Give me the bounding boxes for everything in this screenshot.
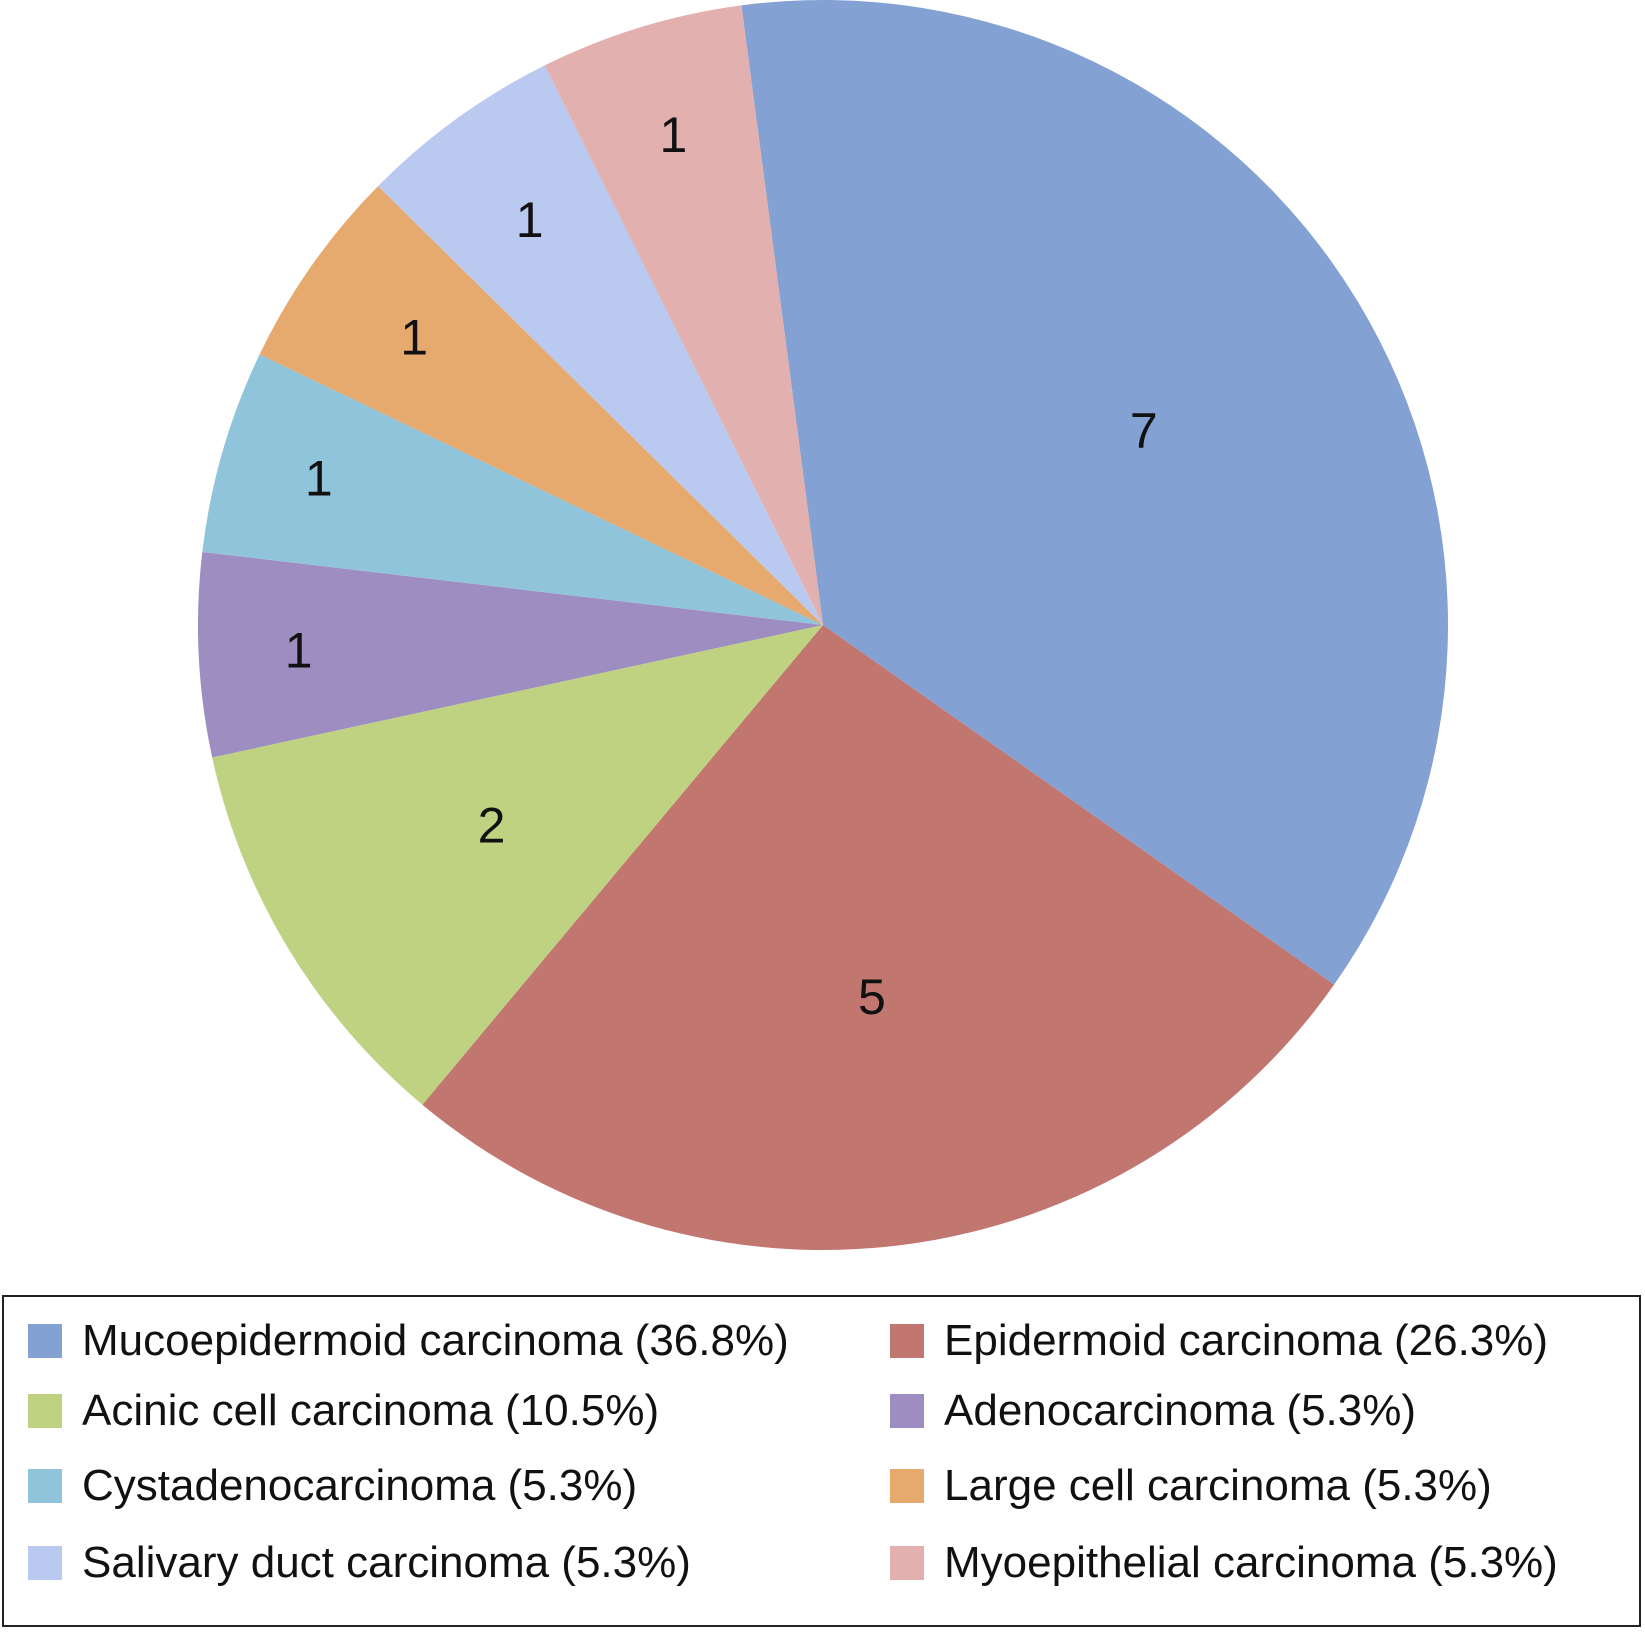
legend-item-myoepithelial-carcinoma: Myoepithelial carcinoma (5.3%) bbox=[890, 1533, 1558, 1593]
legend-swatch bbox=[28, 1469, 62, 1503]
legend-label: Acinic cell carcinoma (10.5%) bbox=[82, 1386, 660, 1435]
data-label-myoepithelial-carcinoma: 1 bbox=[659, 107, 687, 163]
pie-slice-myoepithelial-carcinoma bbox=[544, 5, 823, 626]
legend-swatch bbox=[890, 1324, 924, 1358]
legend-swatch bbox=[28, 1324, 62, 1358]
legend-item-cystadenocarcinoma: Cystadenocarcinoma (5.3%) bbox=[28, 1456, 637, 1516]
legend-item-adenocarcinoma: Adenocarcinoma (5.3%) bbox=[890, 1381, 1416, 1441]
legend-label: Epidermoid carcinoma (26.3%) bbox=[944, 1316, 1549, 1365]
data-label-cystadenocarcinoma: 1 bbox=[305, 451, 333, 507]
legend-item-acinic-cell-carcinoma: Acinic cell carcinoma (10.5%) bbox=[28, 1381, 659, 1441]
pie-slice-large-cell-carcinoma bbox=[259, 186, 823, 626]
pie-slice-acinic-cell-carcinoma bbox=[212, 625, 823, 1105]
data-label-acinic-cell-carcinoma: 2 bbox=[478, 798, 506, 854]
data-label-large-cell-carcinoma: 1 bbox=[400, 309, 428, 365]
legend-label: Cystadenocarcinoma (5.3%) bbox=[82, 1461, 638, 1510]
legend-label: Myoepithelial carcinoma (5.3%) bbox=[944, 1538, 1558, 1587]
pie-slice-epidermoid-carcinoma bbox=[422, 625, 1335, 1251]
legend-swatch bbox=[890, 1546, 924, 1580]
chart-legend: Mucoepidermoid carcinoma (36.8%) Epidermo… bbox=[2, 1295, 1641, 1627]
pie-slice-adenocarcinoma bbox=[197, 551, 823, 758]
legend-item-large-cell-carcinoma: Large cell carcinoma (5.3%) bbox=[890, 1456, 1492, 1516]
legend-swatch bbox=[890, 1469, 924, 1503]
legend-item-epidermoid-carcinoma: Epidermoid carcinoma (26.3%) bbox=[890, 1311, 1548, 1371]
data-label-mucoepidermoid-carcinoma: 7 bbox=[1130, 403, 1158, 459]
legend-label: Large cell carcinoma (5.3%) bbox=[944, 1461, 1492, 1510]
legend-label: Salivary duct carcinoma (5.3%) bbox=[82, 1538, 691, 1587]
data-label-salivary-duct-carcinoma: 1 bbox=[516, 192, 544, 248]
legend-item-mucoepidermoid-carcinoma: Mucoepidermoid carcinoma (36.8%) bbox=[28, 1311, 789, 1371]
legend-swatch bbox=[890, 1394, 924, 1428]
legend-swatch bbox=[28, 1546, 62, 1580]
data-label-adenocarcinoma: 1 bbox=[285, 622, 313, 678]
legend-item-salivary-duct-carcinoma: Salivary duct carcinoma (5.3%) bbox=[28, 1533, 691, 1593]
pie-slice-salivary-duct-carcinoma bbox=[378, 65, 823, 625]
legend-label: Mucoepidermoid carcinoma (36.8%) bbox=[82, 1316, 789, 1365]
legend-swatch bbox=[28, 1394, 62, 1428]
pie-slice-cystadenocarcinoma bbox=[202, 354, 823, 625]
pie-slice-mucoepidermoid-carcinoma bbox=[741, 0, 1449, 985]
data-label-epidermoid-carcinoma: 5 bbox=[858, 969, 886, 1025]
pie-chart: 7 5 2 1 1 1 1 1 bbox=[197, 0, 1449, 1251]
legend-label: Adenocarcinoma (5.3%) bbox=[944, 1386, 1417, 1435]
